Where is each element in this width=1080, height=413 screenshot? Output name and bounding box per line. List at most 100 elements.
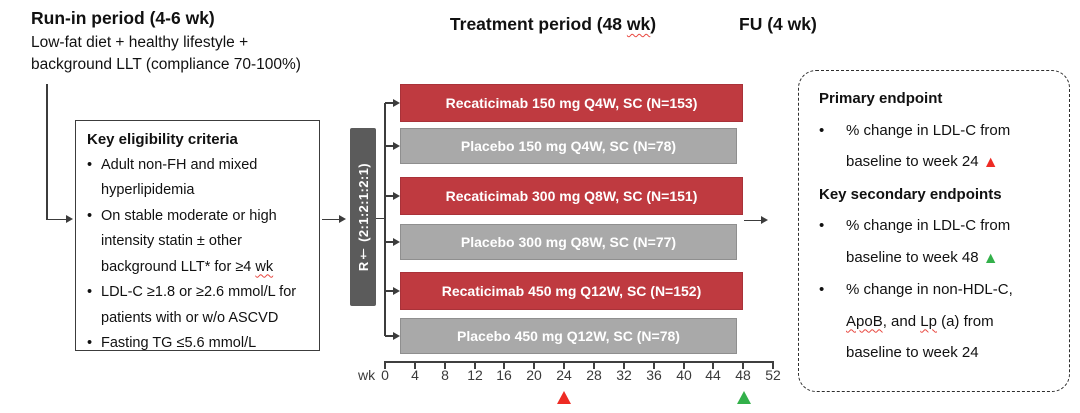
branch-arrowhead-icon <box>393 331 400 340</box>
run-in-title: Run-in period (4-6 wk) <box>31 8 215 28</box>
bullet-icon: • <box>87 156 93 173</box>
secondary-endpoints-title: Key secondary endpoints <box>819 185 1002 203</box>
endpoint-item: • % change in LDL-C from baseline to wee… <box>819 210 1051 274</box>
arm-label: Placebo 150 mg Q4W, SC (N=78) <box>460 138 677 154</box>
arm-placebo-300-q8w: Placebo 300 mg Q8W, SC (N=77) <box>400 224 737 260</box>
endpoint-item-text: % change in LDL-C from baseline to week … <box>846 115 1051 179</box>
randomization-to-spine-line <box>376 217 385 220</box>
eligibility-item-text: On stable moderate or high intensity sta… <box>101 204 311 281</box>
week48-green-triangle-icon <box>737 391 751 404</box>
run-in-line1: Low-fat diet + healthy lifestyle + <box>31 34 249 51</box>
endpoints-box: Primary endpoint • % change in LDL-C fro… <box>798 70 1070 392</box>
eligibility-to-randomization-arrowhead-icon <box>339 215 346 223</box>
bullet-icon: • <box>819 281 825 298</box>
endpoint-wavy-word: Lp <box>920 312 937 330</box>
run-in-description: Low-fat diet + healthy lifestyle + backg… <box>31 32 361 75</box>
eligibility-title: Key eligibility criteria <box>87 131 238 148</box>
tick-label: 40 <box>676 367 692 383</box>
tick-label: 16 <box>496 367 512 383</box>
tick-label: 32 <box>616 367 632 383</box>
red-triangle-icon: ▲ <box>982 154 999 171</box>
tick-label: 52 <box>765 367 781 383</box>
randomization-label: R† (2:1:2:1:2:1) <box>355 162 371 272</box>
bullet-icon: • <box>87 207 93 224</box>
branch-line <box>385 195 394 197</box>
endpoint-text: , and <box>882 312 921 330</box>
endpoint-item: • % change in non-HDL-C, ApoB, and Lp (a… <box>819 274 1051 369</box>
eligibility-item-text: Fasting TG ≤5.6 mmol/L <box>101 335 257 351</box>
branch-line <box>385 102 394 104</box>
tick-label: 28 <box>586 367 602 383</box>
treatment-period-header: Treatment period (48 wk) <box>413 14 693 35</box>
follow-up-header: FU (4 wk) <box>739 14 817 34</box>
branch-arrowhead-icon <box>393 191 400 200</box>
arm-placebo-150-q4w: Placebo 150 mg Q4W, SC (N=78) <box>400 128 737 164</box>
endpoint-text: % change in LDL-C from baseline to week … <box>846 217 1011 266</box>
endpoint-item-text: % change in non-HDL-C, ApoB, and Lp (a) … <box>846 274 1051 369</box>
arms-to-endpoints-line <box>744 219 762 222</box>
endpoint-item: • % change in LDL-C from baseline to wee… <box>819 115 1051 179</box>
timeline-unit-label: wk <box>358 367 376 383</box>
treatment-header-text: Treatment period (48 <box>449 14 627 34</box>
endpoint-text: % change in non-HDL-C, <box>846 281 1013 298</box>
eligibility-item-text: Adult non-FH and mixed hyperlipidemia <box>101 156 258 199</box>
branch-arrowhead-icon <box>393 237 400 246</box>
eligibility-item: • Fasting TG ≤5.6 mmol/L <box>87 331 311 357</box>
run-in-header: Run-in period (4-6 wk) Low-fat diet + he… <box>31 8 361 75</box>
branch-spine-line <box>384 103 386 336</box>
treatment-header-wavy-word: wk <box>626 14 651 34</box>
branch-line <box>385 290 394 292</box>
run-in-connector-horizontal-line <box>46 218 67 221</box>
tick-label: 0 <box>381 367 389 383</box>
tick-label: 12 <box>467 367 483 383</box>
run-in-line2: background LLT (compliance 70-100%) <box>31 55 301 73</box>
arm-recaticimab-450-q12w: Recaticimab 450 mg Q12W, SC (N=152) <box>400 272 743 310</box>
arm-label: Recaticimab 450 mg Q12W, SC (N=152) <box>441 283 702 299</box>
bullet-icon: • <box>87 284 93 300</box>
tick-label: 24 <box>556 367 572 383</box>
tick-label: 20 <box>526 367 542 383</box>
arm-label: Recaticimab 150 mg Q4W, SC (N=153) <box>445 95 698 111</box>
bullet-icon: • <box>819 121 825 139</box>
branch-arrowhead-icon <box>393 286 400 295</box>
eligibility-criteria-box: Key eligibility criteria • Adult non-FH … <box>75 120 320 351</box>
eligibility-to-randomization-line <box>322 218 340 221</box>
tick-label: 36 <box>646 367 662 383</box>
eligibility-item-text-pre: On stable moderate or high intensity sta… <box>101 207 277 275</box>
run-in-connector-vertical-line <box>46 84 48 220</box>
endpoint-text: % change in LDL-C from baseline to week … <box>846 121 1011 171</box>
endpoint-item-text: % change in LDL-C from baseline to week … <box>846 210 1051 274</box>
tick-label: 48 <box>735 367 751 383</box>
randomization-bar: R† (2:1:2:1:2:1) <box>350 128 376 306</box>
branch-line <box>385 241 394 243</box>
branch-line <box>385 145 394 147</box>
arms-to-endpoints-arrowhead-icon <box>761 216 768 224</box>
bullet-icon: • <box>87 335 93 351</box>
arm-recaticimab-300-q8w: Recaticimab 300 mg Q8W, SC (N=151) <box>400 177 743 215</box>
arm-label: Placebo 450 mg Q12W, SC (N=78) <box>457 328 680 344</box>
treatment-header-close: ) <box>650 14 657 34</box>
endpoint-wavy-word: ApoB <box>846 312 883 330</box>
eligibility-item: • On stable moderate or high intensity s… <box>87 204 311 281</box>
week24-red-triangle-icon <box>557 391 571 404</box>
endpoint-text: (a) from baseline to week 24 <box>846 312 994 362</box>
tick-label: 44 <box>705 367 721 383</box>
arm-label: Recaticimab 300 mg Q8W, SC (N=151) <box>445 188 698 204</box>
primary-endpoint-title: Primary endpoint <box>819 90 943 107</box>
arm-placebo-450-q12w: Placebo 450 mg Q12W, SC (N=78) <box>400 318 737 354</box>
run-in-arrowhead-icon <box>66 215 73 223</box>
eligibility-item: • Adult non-FH and mixed hyperlipidemia <box>87 153 311 204</box>
branch-arrowhead-icon <box>393 98 400 107</box>
arm-recaticimab-150-q4w: Recaticimab 150 mg Q4W, SC (N=153) <box>400 84 743 122</box>
branch-arrowhead-icon <box>393 141 400 150</box>
tick-label: 8 <box>441 367 449 383</box>
green-triangle-icon: ▲ <box>982 249 999 267</box>
arm-label: Placebo 300 mg Q8W, SC (N=77) <box>460 234 677 250</box>
eligibility-item: • LDL-C ≥1.8 or ≥2.6 mmol/L for patients… <box>87 280 311 331</box>
branch-line <box>385 335 394 337</box>
eligibility-item-wavy-word: wk <box>255 258 274 275</box>
bullet-icon: • <box>819 217 825 234</box>
eligibility-item-text: LDL-C ≥1.8 or ≥2.6 mmol/L for patients w… <box>101 284 297 326</box>
tick-label: 4 <box>411 367 419 383</box>
